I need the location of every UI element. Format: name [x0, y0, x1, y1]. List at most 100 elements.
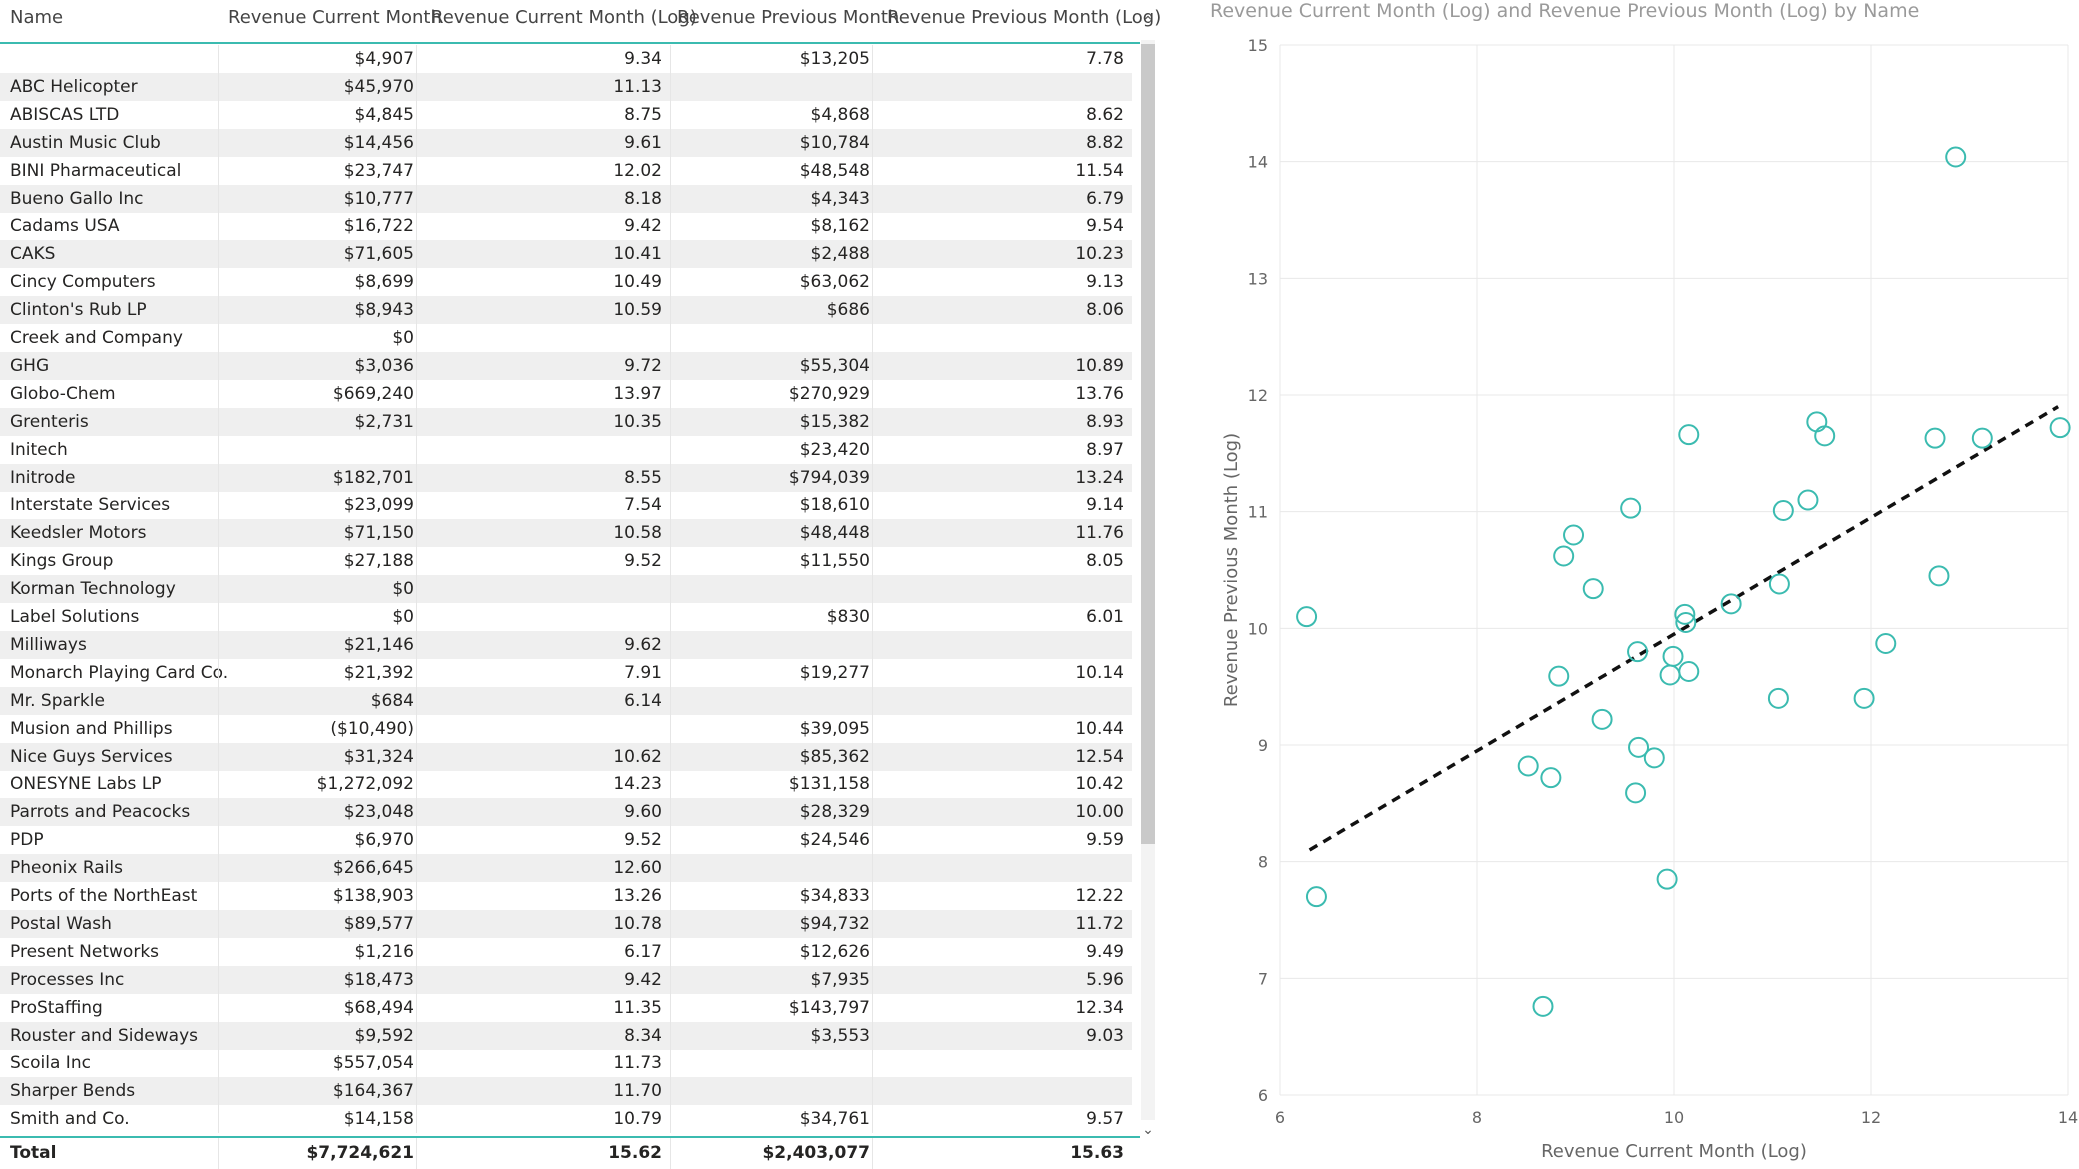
scatter-point[interactable] [1553, 545, 1575, 567]
column-header[interactable]: Name [10, 7, 64, 28]
row-value-cell: $14,456 [343, 132, 414, 153]
column-header[interactable]: Revenue Current Month [228, 7, 442, 28]
scatter-chart-visual[interactable]: 6 7 8 9 10 11 12 13 14 15 6 8 10 12 14 Revenue Current … [1190, 0, 2079, 1167]
row-value-cell: $18,610 [799, 495, 870, 516]
table-row[interactable]: Cadams USA $16,722 9.42 $8,162 9.54 [0, 212, 1132, 240]
scatter-point[interactable] [1591, 708, 1613, 730]
row-value-cell [668, 1049, 870, 1077]
row-value-cell: $1,216 [354, 941, 414, 962]
table-row[interactable]: Nice Guys Services $31,324 10.62 $85,362 12.… [0, 742, 1132, 771]
table-row[interactable]: Mr. Sparkle $684 6.14 [0, 686, 1132, 715]
table-row[interactable]: Parrots and Peacocks $23,048 9.60 $28,329 10… [0, 798, 1132, 827]
table-row[interactable]: Korman Technology $0 [0, 575, 1132, 604]
table-row[interactable]: Globo-Chem $669,240 13.97 $270,929 13.76 [0, 380, 1132, 408]
row-value-cell: 9.61 [624, 132, 662, 153]
scatter-point[interactable] [1806, 411, 1828, 433]
row-value-cell: 10.79 [613, 1109, 662, 1130]
table-row[interactable]: Milliways $21,146 9.62 [0, 630, 1132, 659]
scatter-point[interactable] [1772, 500, 1794, 521]
table-row[interactable]: Initech $23,420 8.97 [0, 436, 1132, 464]
table-scrollbar[interactable]: ⌃ ⌄ [1140, 10, 1156, 1140]
table-row[interactable]: Kings Group $27,188 9.52 $11,550 8.05 [0, 547, 1132, 575]
table-row[interactable]: ProStaffing $68,494 11.35 $143,797 12.34 [0, 994, 1132, 1022]
table-row[interactable]: GHG $3,036 9.72 $55,304 10.89 [0, 351, 1132, 380]
table-row[interactable]: Sharper Bends $164,367 11.70 [0, 1077, 1132, 1106]
scatter-point[interactable] [1675, 612, 1697, 633]
scroll-thumb[interactable] [1141, 44, 1155, 844]
scatter-point[interactable] [1532, 995, 1554, 1017]
row-value-cell: 7.91 [624, 662, 662, 683]
table-row[interactable]: Pheonix Rails $266,645 12.60 [0, 854, 1132, 883]
scatter-point[interactable] [1678, 661, 1700, 682]
table-row[interactable]: Bueno Gallo Inc $10,777 8.18 $4,343 6.79 [0, 184, 1132, 213]
table-row[interactable]: Initrode $182,701 8.55 $794,039 13.24 [0, 463, 1132, 492]
table-row[interactable]: ABISCAS LTD $4,845 8.75 $4,868 8.62 [0, 101, 1132, 129]
table-row[interactable]: Austin Music Club $14,456 9.61 $10,784 8.82 [0, 128, 1132, 157]
scatter-point[interactable] [2049, 417, 2071, 439]
table-row[interactable]: PDP $6,970 9.52 $24,546 9.59 [0, 826, 1132, 854]
scatter-point[interactable] [1767, 687, 1789, 709]
scatter-point[interactable] [1643, 747, 1665, 769]
table-row[interactable]: BINI Pharmaceutical $23,747 12.02 $48,548 11… [0, 157, 1132, 185]
scatter-point[interactable] [1768, 573, 1790, 595]
scatter-chart[interactable]: 6 7 8 9 10 11 12 13 14 15 6 8 10 12 14 Revenue Current … [1190, 0, 2079, 1167]
scatter-point[interactable] [1656, 868, 1678, 890]
scatter-point[interactable] [1627, 641, 1649, 663]
scatter-point[interactable] [1582, 578, 1604, 600]
column-header[interactable]: Revenue Previous Month (Log) [887, 7, 1162, 28]
scatter-point[interactable] [1797, 489, 1819, 511]
table-row[interactable]: $4,907 9.34 $13,205 7.78 [0, 45, 1132, 73]
scatter-point[interactable] [1662, 645, 1684, 667]
table-row[interactable]: CAKS $71,605 10.41 $2,488 10.23 [0, 240, 1132, 269]
table-row[interactable]: Grenteris $2,731 10.35 $15,382 8.93 [0, 407, 1132, 436]
scatter-point[interactable] [1928, 565, 1950, 587]
column-header[interactable]: Revenue Current Month (Log) [431, 7, 697, 28]
table-row[interactable]: Clinton's Rub LP $8,943 10.59 $686 8.06 [0, 296, 1132, 325]
scatter-point[interactable] [1517, 755, 1539, 777]
scatter-point[interactable] [1620, 497, 1642, 519]
scatter-point[interactable] [1628, 736, 1650, 758]
table-row[interactable]: Monarch Playing Card Co. $21,392 7.91 $19,2… [0, 659, 1132, 687]
table-row[interactable]: Musion and Phillips ($10,490) $39,095 10.44 [0, 715, 1132, 743]
scatter-point[interactable] [1625, 782, 1647, 804]
scatter-point[interactable] [1971, 427, 1993, 449]
table-row[interactable]: Creek and Company $0 [0, 324, 1132, 352]
table-row[interactable]: Label Solutions $0 $830 6.01 [0, 603, 1132, 631]
row-value-cell: 9.42 [624, 216, 662, 237]
scatter-point[interactable] [1540, 767, 1562, 789]
row-value-cell: $11,550 [799, 551, 870, 572]
scatter-point[interactable] [1305, 886, 1327, 908]
table-row[interactable]: Present Networks $1,216 6.17 $12,626 9.49 [0, 938, 1132, 966]
table-row[interactable]: Interstate Services $23,099 7.54 $18,610 9.1… [0, 491, 1132, 519]
table-row[interactable]: Processes Inc $18,473 9.42 $7,935 5.96 [0, 965, 1132, 994]
table-row[interactable]: Smith and Co. $14,158 10.79 $34,761 9.57 [0, 1105, 1132, 1133]
column-header[interactable]: Revenue Previous Month [677, 7, 900, 28]
scatter-point[interactable] [1659, 664, 1681, 686]
row-value-cell: $39,095 [799, 718, 870, 739]
table-row[interactable]: Ports of the NorthEast $138,903 13.26 $34,8… [0, 882, 1132, 910]
table-row[interactable]: Rouster and Sideways $9,592 8.34 $3,553 9.03 [0, 1021, 1132, 1050]
scatter-point[interactable] [1945, 146, 1967, 168]
scatter-point[interactable] [1853, 687, 1875, 709]
table-row[interactable]: Cincy Computers $8,699 10.49 $63,062 9.13 [0, 268, 1132, 296]
scroll-down-arrow-icon[interactable]: ⌄ [1142, 1122, 1154, 1138]
row-value-cell: 9.42 [624, 969, 662, 990]
scatter-point[interactable] [1548, 665, 1570, 687]
scatter-point[interactable] [1814, 425, 1836, 447]
scatter-point[interactable] [1563, 524, 1585, 546]
table-row[interactable]: Scoila Inc $557,054 11.73 [0, 1049, 1132, 1077]
row-value-cell: $0 [392, 607, 414, 627]
scatter-point[interactable] [1924, 427, 1946, 449]
table-row[interactable]: Postal Wash $89,577 10.78 $94,732 11.72 [0, 909, 1132, 938]
scatter-point[interactable] [1875, 633, 1897, 654]
scatter-point[interactable] [1720, 593, 1742, 615]
table-row[interactable]: ABC Helicopter $45,970 11.13 [0, 72, 1132, 101]
scatter-point[interactable] [1674, 603, 1696, 625]
row-value-cell: $0 [392, 328, 414, 348]
table-row[interactable]: ONESYNE Labs LP $1,272,092 14.23 $131,158 10… [0, 770, 1132, 798]
scatter-point[interactable] [1296, 606, 1318, 628]
scroll-up-arrow-icon[interactable]: ⌃ [1142, 14, 1154, 30]
scatter-point[interactable] [1678, 424, 1700, 446]
table-row[interactable]: Keedsler Motors $71,150 10.58 $48,448 11.76 [0, 519, 1132, 548]
row-name-cell: Monarch Playing Card Co. [10, 662, 229, 683]
